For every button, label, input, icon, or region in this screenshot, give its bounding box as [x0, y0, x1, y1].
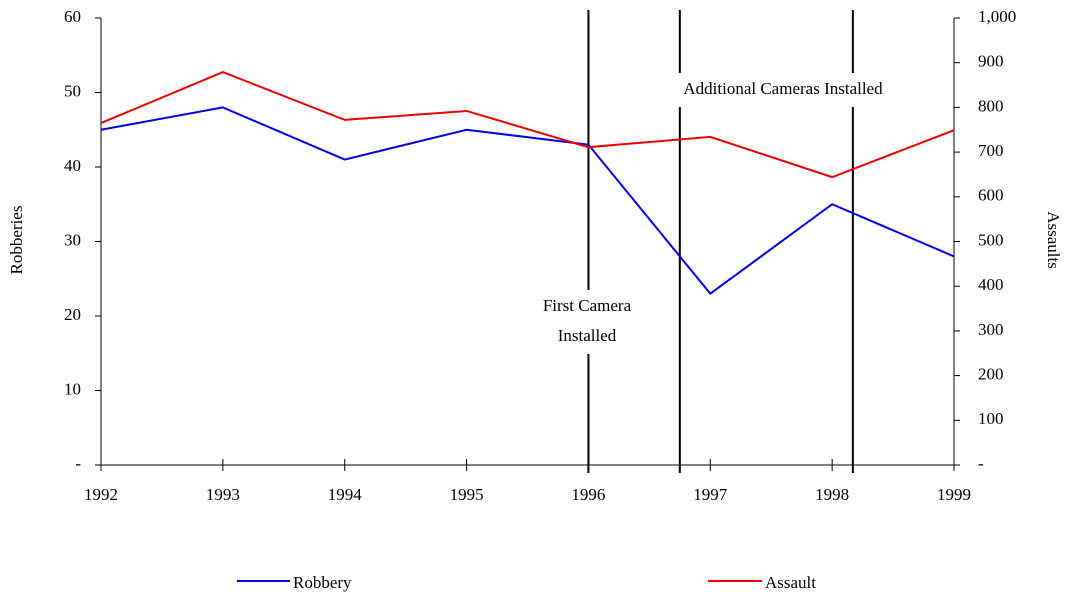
- y-tick-label: -: [75, 454, 81, 473]
- y2-tick-label: 800: [978, 96, 1004, 115]
- x-tick-label: 1992: [84, 485, 118, 504]
- y2-tick-label: 100: [978, 409, 1004, 428]
- legend-label: Robbery: [293, 573, 352, 592]
- y2-tick-label: 200: [978, 365, 1004, 384]
- legend-label: Assault: [765, 573, 816, 592]
- y2-tick-label: 700: [978, 141, 1004, 160]
- annotation-bg: [657, 73, 909, 107]
- y-tick-label: 20: [64, 305, 81, 324]
- series-line: [100, 106, 955, 296]
- y2-axis-label: Assaults: [1044, 211, 1063, 269]
- y2-tick-label: 500: [978, 230, 1004, 249]
- x-tick-label: 1994: [328, 485, 363, 504]
- y-tick-label: 50: [64, 81, 81, 100]
- y2-tick-label: 300: [978, 320, 1004, 339]
- y2-tick-label: 600: [978, 186, 1004, 205]
- y-tick-label: 30: [64, 230, 81, 249]
- x-tick-label: 1995: [450, 485, 484, 504]
- y-axis-label: Robberies: [7, 206, 26, 275]
- annotation: Installed: [558, 326, 617, 345]
- annotation: First Camera: [543, 296, 632, 315]
- y-tick-label: 60: [64, 7, 81, 26]
- x-tick-label: 1998: [815, 485, 849, 504]
- y2-tick-label: 400: [978, 275, 1004, 294]
- x-tick-label: 1999: [937, 485, 971, 504]
- y2-tick-label: 900: [978, 52, 1004, 71]
- x-tick-label: 1993: [206, 485, 240, 504]
- annotation-bg: [530, 290, 644, 354]
- x-tick-label: 1997: [693, 485, 728, 504]
- y2-tick-label: 1,000: [978, 7, 1016, 26]
- y2-tick-label: -: [978, 454, 984, 473]
- y-tick-label: 10: [64, 379, 81, 398]
- y-tick-label: 40: [64, 156, 81, 175]
- annotation: Additional Cameras Installed: [683, 79, 883, 98]
- series-line: [100, 71, 955, 179]
- x-tick-label: 1996: [571, 485, 605, 504]
